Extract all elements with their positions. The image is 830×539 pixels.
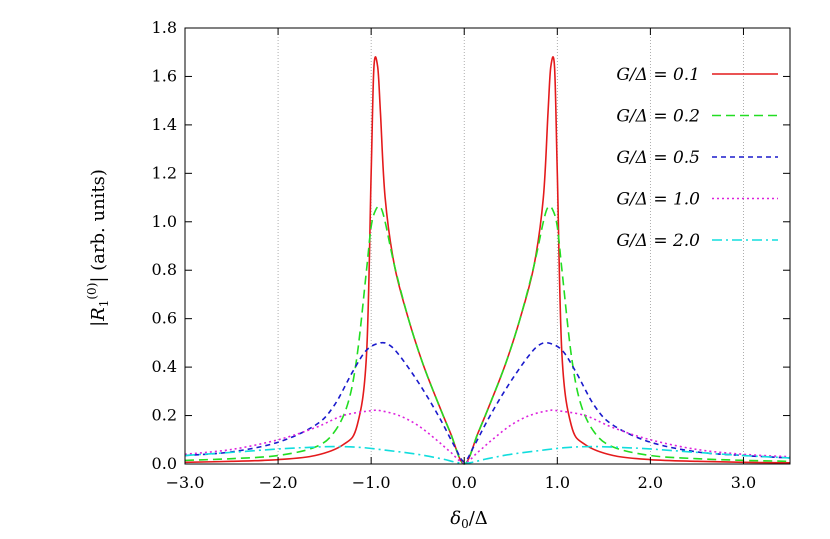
x-tick-label: 1.0 — [545, 473, 570, 492]
y-tick-label: 1.2 — [152, 163, 177, 182]
y-tick-label: 0.6 — [152, 309, 177, 328]
y-tick-label: 0.0 — [152, 454, 177, 473]
x-tick-label: 0.0 — [452, 473, 477, 492]
x-tick-label: −2.0 — [259, 473, 298, 492]
x-axis-label: δ0/Δ — [450, 508, 488, 531]
x-tick-label: 2.0 — [638, 473, 663, 492]
series-line-2 — [184, 205, 791, 465]
y-tick-label: 1.8 — [152, 18, 177, 37]
grid-layer — [184, 28, 744, 464]
series-line-4 — [184, 409, 791, 464]
legend-label: G/Δ = 0.2 — [616, 107, 700, 127]
legend: G/Δ = 0.1 G/Δ = 0.2 G/Δ = 0.5 G/Δ = 1.0 G/Δ … — [616, 65, 778, 251]
series-line-5 — [184, 445, 791, 465]
y-tick-label: 0.2 — [152, 406, 177, 425]
legend-label: G/Δ = 2.0 — [616, 231, 700, 251]
y-tick-label: 1.6 — [152, 66, 177, 85]
tick-layer: −3.0 −2.0 −1.0 0.0 1.0 2.0 3.0 0.0 0.2 0.4 0.6 0.8 1… — [152, 18, 790, 492]
plot-frame — [184, 27, 791, 465]
y-tick-label: 0.4 — [152, 357, 177, 376]
series-layer — [184, 56, 791, 465]
y-tick-label: 0.8 — [152, 260, 177, 279]
y-tick-label: 1.0 — [152, 212, 177, 231]
y-axis-label: |R1(0)| (arb. units) — [85, 169, 111, 327]
x-tick-label: −3.0 — [166, 473, 205, 492]
legend-label: G/Δ = 0.5 — [616, 148, 700, 168]
legend-label: G/Δ = 1.0 — [616, 190, 700, 210]
series-line-3 — [184, 341, 791, 463]
x-tick-label: −1.0 — [352, 473, 391, 492]
y-tick-label: 1.4 — [152, 115, 177, 134]
legend-label: G/Δ = 0.1 — [616, 65, 700, 85]
x-tick-label: 3.0 — [731, 473, 756, 492]
